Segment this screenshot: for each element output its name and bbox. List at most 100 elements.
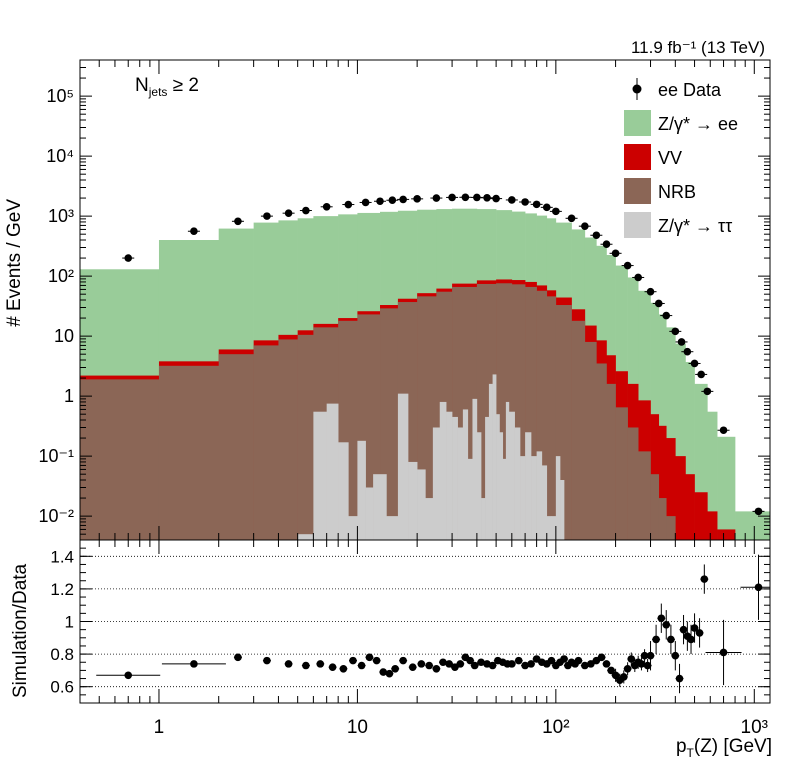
data-point xyxy=(124,254,133,262)
ratio-point xyxy=(425,661,433,670)
data-point xyxy=(634,273,642,282)
dy-tautau-bar xyxy=(481,498,486,540)
ratio-point xyxy=(574,656,583,665)
y-tick-label: 10⁴ xyxy=(46,146,74,166)
data-point xyxy=(662,311,671,320)
dy-tautau-bar xyxy=(485,416,490,540)
ratio-point xyxy=(652,635,660,644)
ratio-point xyxy=(456,660,465,668)
dy-ee-bar xyxy=(707,411,718,540)
ratio-point xyxy=(439,658,447,667)
data-point xyxy=(521,198,529,206)
ratio-point xyxy=(675,674,684,683)
vv-bar xyxy=(717,529,736,540)
nrb-bar xyxy=(650,474,660,540)
ratio-point xyxy=(190,660,198,668)
ratio-point xyxy=(640,651,649,660)
ratio-point xyxy=(417,660,426,668)
data-point xyxy=(542,203,551,212)
ratio-points xyxy=(96,554,770,694)
ratio-point xyxy=(399,656,407,665)
y-tick-label: 1 xyxy=(64,386,74,406)
dy-tautau-bar xyxy=(488,383,493,540)
nrb-bar xyxy=(666,516,676,540)
x-axis-title: pT(Z) [GeV] xyxy=(676,736,772,760)
selection-label: Njets ≥ 2 xyxy=(135,75,199,99)
dy-tautau-bar xyxy=(338,442,349,540)
data-point xyxy=(492,194,500,203)
ratio-point xyxy=(607,666,615,675)
ratio-point xyxy=(646,651,655,660)
nrb-bar xyxy=(158,365,220,540)
ratio-point xyxy=(466,656,474,665)
ratio-point xyxy=(365,653,374,662)
data-point xyxy=(376,197,384,206)
dy-ee-bar xyxy=(717,436,736,540)
y-tick-label: 10² xyxy=(48,266,74,286)
dy-tautau-bar xyxy=(525,432,532,540)
data-point xyxy=(388,196,397,205)
data-point xyxy=(344,200,353,209)
ratio-point xyxy=(671,651,680,660)
ratio-point xyxy=(627,655,636,663)
ratio-point xyxy=(643,661,652,670)
data-point xyxy=(703,387,712,396)
ratio-point xyxy=(284,660,293,668)
ratio-point xyxy=(623,664,632,673)
ratio-point xyxy=(637,660,646,668)
ratio-y-tick-label: 0.6 xyxy=(50,678,74,697)
ratio-point xyxy=(560,655,568,663)
dy-tautau-bar xyxy=(357,440,366,540)
data-point xyxy=(646,287,655,296)
data-points xyxy=(122,193,765,516)
dy-tautau-bar xyxy=(408,461,418,540)
dy-tautau-bar xyxy=(313,411,327,540)
data-point xyxy=(690,359,699,368)
vv-bar xyxy=(675,456,686,540)
dy-tautau-bar xyxy=(472,398,478,540)
data-point xyxy=(654,299,663,308)
data-point xyxy=(190,227,198,236)
data-point xyxy=(602,240,611,249)
data-point xyxy=(683,347,692,356)
y-tick-label: 10 xyxy=(54,326,74,346)
dy-tautau-bar xyxy=(432,427,441,540)
ratio-point xyxy=(602,660,611,668)
main-axes: 10⁻² 10⁻¹ 1 10 10² 10³ 10⁴ 10⁵ xyxy=(38,59,770,541)
nrb-bar xyxy=(525,286,537,540)
ratio-point xyxy=(662,620,671,629)
nrb-bar xyxy=(627,427,639,540)
ratio-point xyxy=(339,664,348,673)
data-point xyxy=(671,327,680,336)
ratio-point xyxy=(695,629,704,637)
legend-label: Z/γ* → ee xyxy=(658,114,738,134)
nrb-bar xyxy=(253,345,279,540)
dy-tautau-bar xyxy=(397,393,409,540)
legend-swatch-dy-tautau xyxy=(624,212,651,238)
ratio-point xyxy=(234,653,242,662)
y-tick-label: 10⁻² xyxy=(38,506,74,526)
ratio-point xyxy=(754,583,763,592)
vv-bar xyxy=(666,438,676,540)
dy-tautau-bar xyxy=(505,401,510,540)
data-point xyxy=(284,209,293,217)
data-point xyxy=(567,214,576,223)
ratio-point xyxy=(408,663,417,671)
dy-tautau-bar xyxy=(551,516,557,540)
data-point xyxy=(611,249,620,258)
ratio-y-tick-label: 1.4 xyxy=(50,547,74,566)
nrb-bar xyxy=(638,451,651,540)
dy-tautau-bar xyxy=(439,401,447,540)
ratio-point xyxy=(521,661,529,670)
legend-swatch-dy-ee xyxy=(624,110,651,136)
ratio-point xyxy=(586,660,595,668)
data-point xyxy=(719,426,728,435)
ratio-point xyxy=(547,656,556,665)
ratio-point xyxy=(619,673,628,681)
ratio-point xyxy=(508,660,516,668)
ratio-point xyxy=(527,660,535,668)
legend-label: VV xyxy=(658,148,682,168)
ratio-point xyxy=(445,660,453,668)
dy-tautau-bar xyxy=(326,403,339,540)
x-tick-label: 10³ xyxy=(741,717,768,738)
